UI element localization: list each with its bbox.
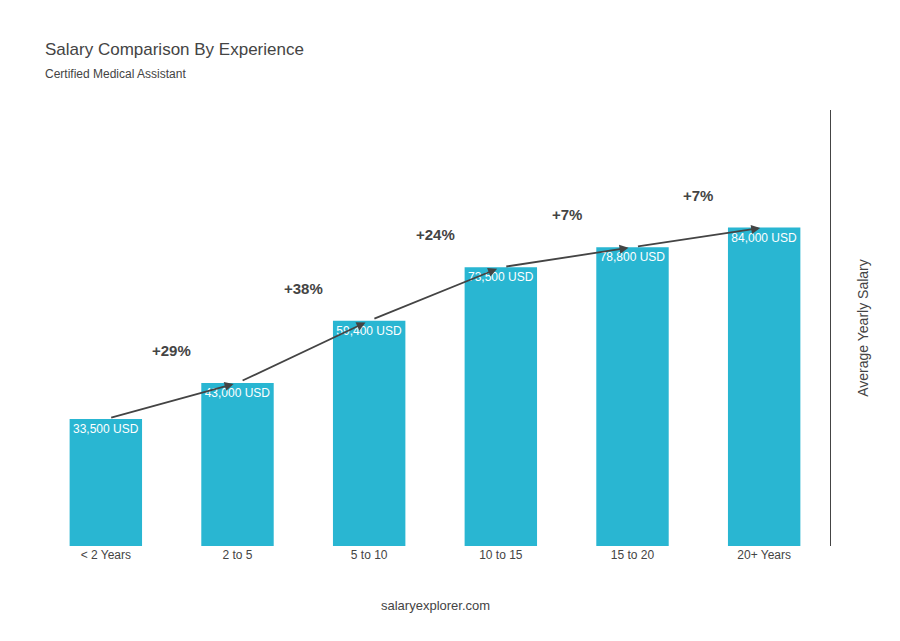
svg-text:+29%: +29% <box>152 342 191 359</box>
svg-text:84,000 USD: 84,000 USD <box>731 231 797 245</box>
svg-text:59,400 USD: 59,400 USD <box>336 324 402 338</box>
svg-text:15 to 20: 15 to 20 <box>611 548 655 562</box>
svg-text:5 to 10: 5 to 10 <box>351 548 388 562</box>
svg-text:Average Yearly Salary: Average Yearly Salary <box>855 259 871 397</box>
svg-text:43,000 USD: 43,000 USD <box>205 386 271 400</box>
svg-text:< 2 Years: < 2 Years <box>81 548 131 562</box>
svg-text:+7%: +7% <box>552 206 582 223</box>
svg-text:20+ Years: 20+ Years <box>737 548 791 562</box>
svg-text:+38%: +38% <box>284 280 323 297</box>
svg-text:33,500 USD: 33,500 USD <box>73 422 139 436</box>
svg-text:+7%: +7% <box>683 187 713 204</box>
svg-text:73,500 USD: 73,500 USD <box>468 270 534 284</box>
svg-text:10 to 15: 10 to 15 <box>479 548 523 562</box>
svg-text:+24%: +24% <box>416 226 455 243</box>
svg-text:salaryexplorer.com: salaryexplorer.com <box>381 598 490 613</box>
svg-text:Salary Comparison By Experienc: Salary Comparison By Experience <box>45 40 304 59</box>
svg-text:78,800 USD: 78,800 USD <box>600 250 666 264</box>
svg-text:Certified Medical Assistant: Certified Medical Assistant <box>45 67 186 81</box>
svg-text:2 to 5: 2 to 5 <box>222 548 252 562</box>
